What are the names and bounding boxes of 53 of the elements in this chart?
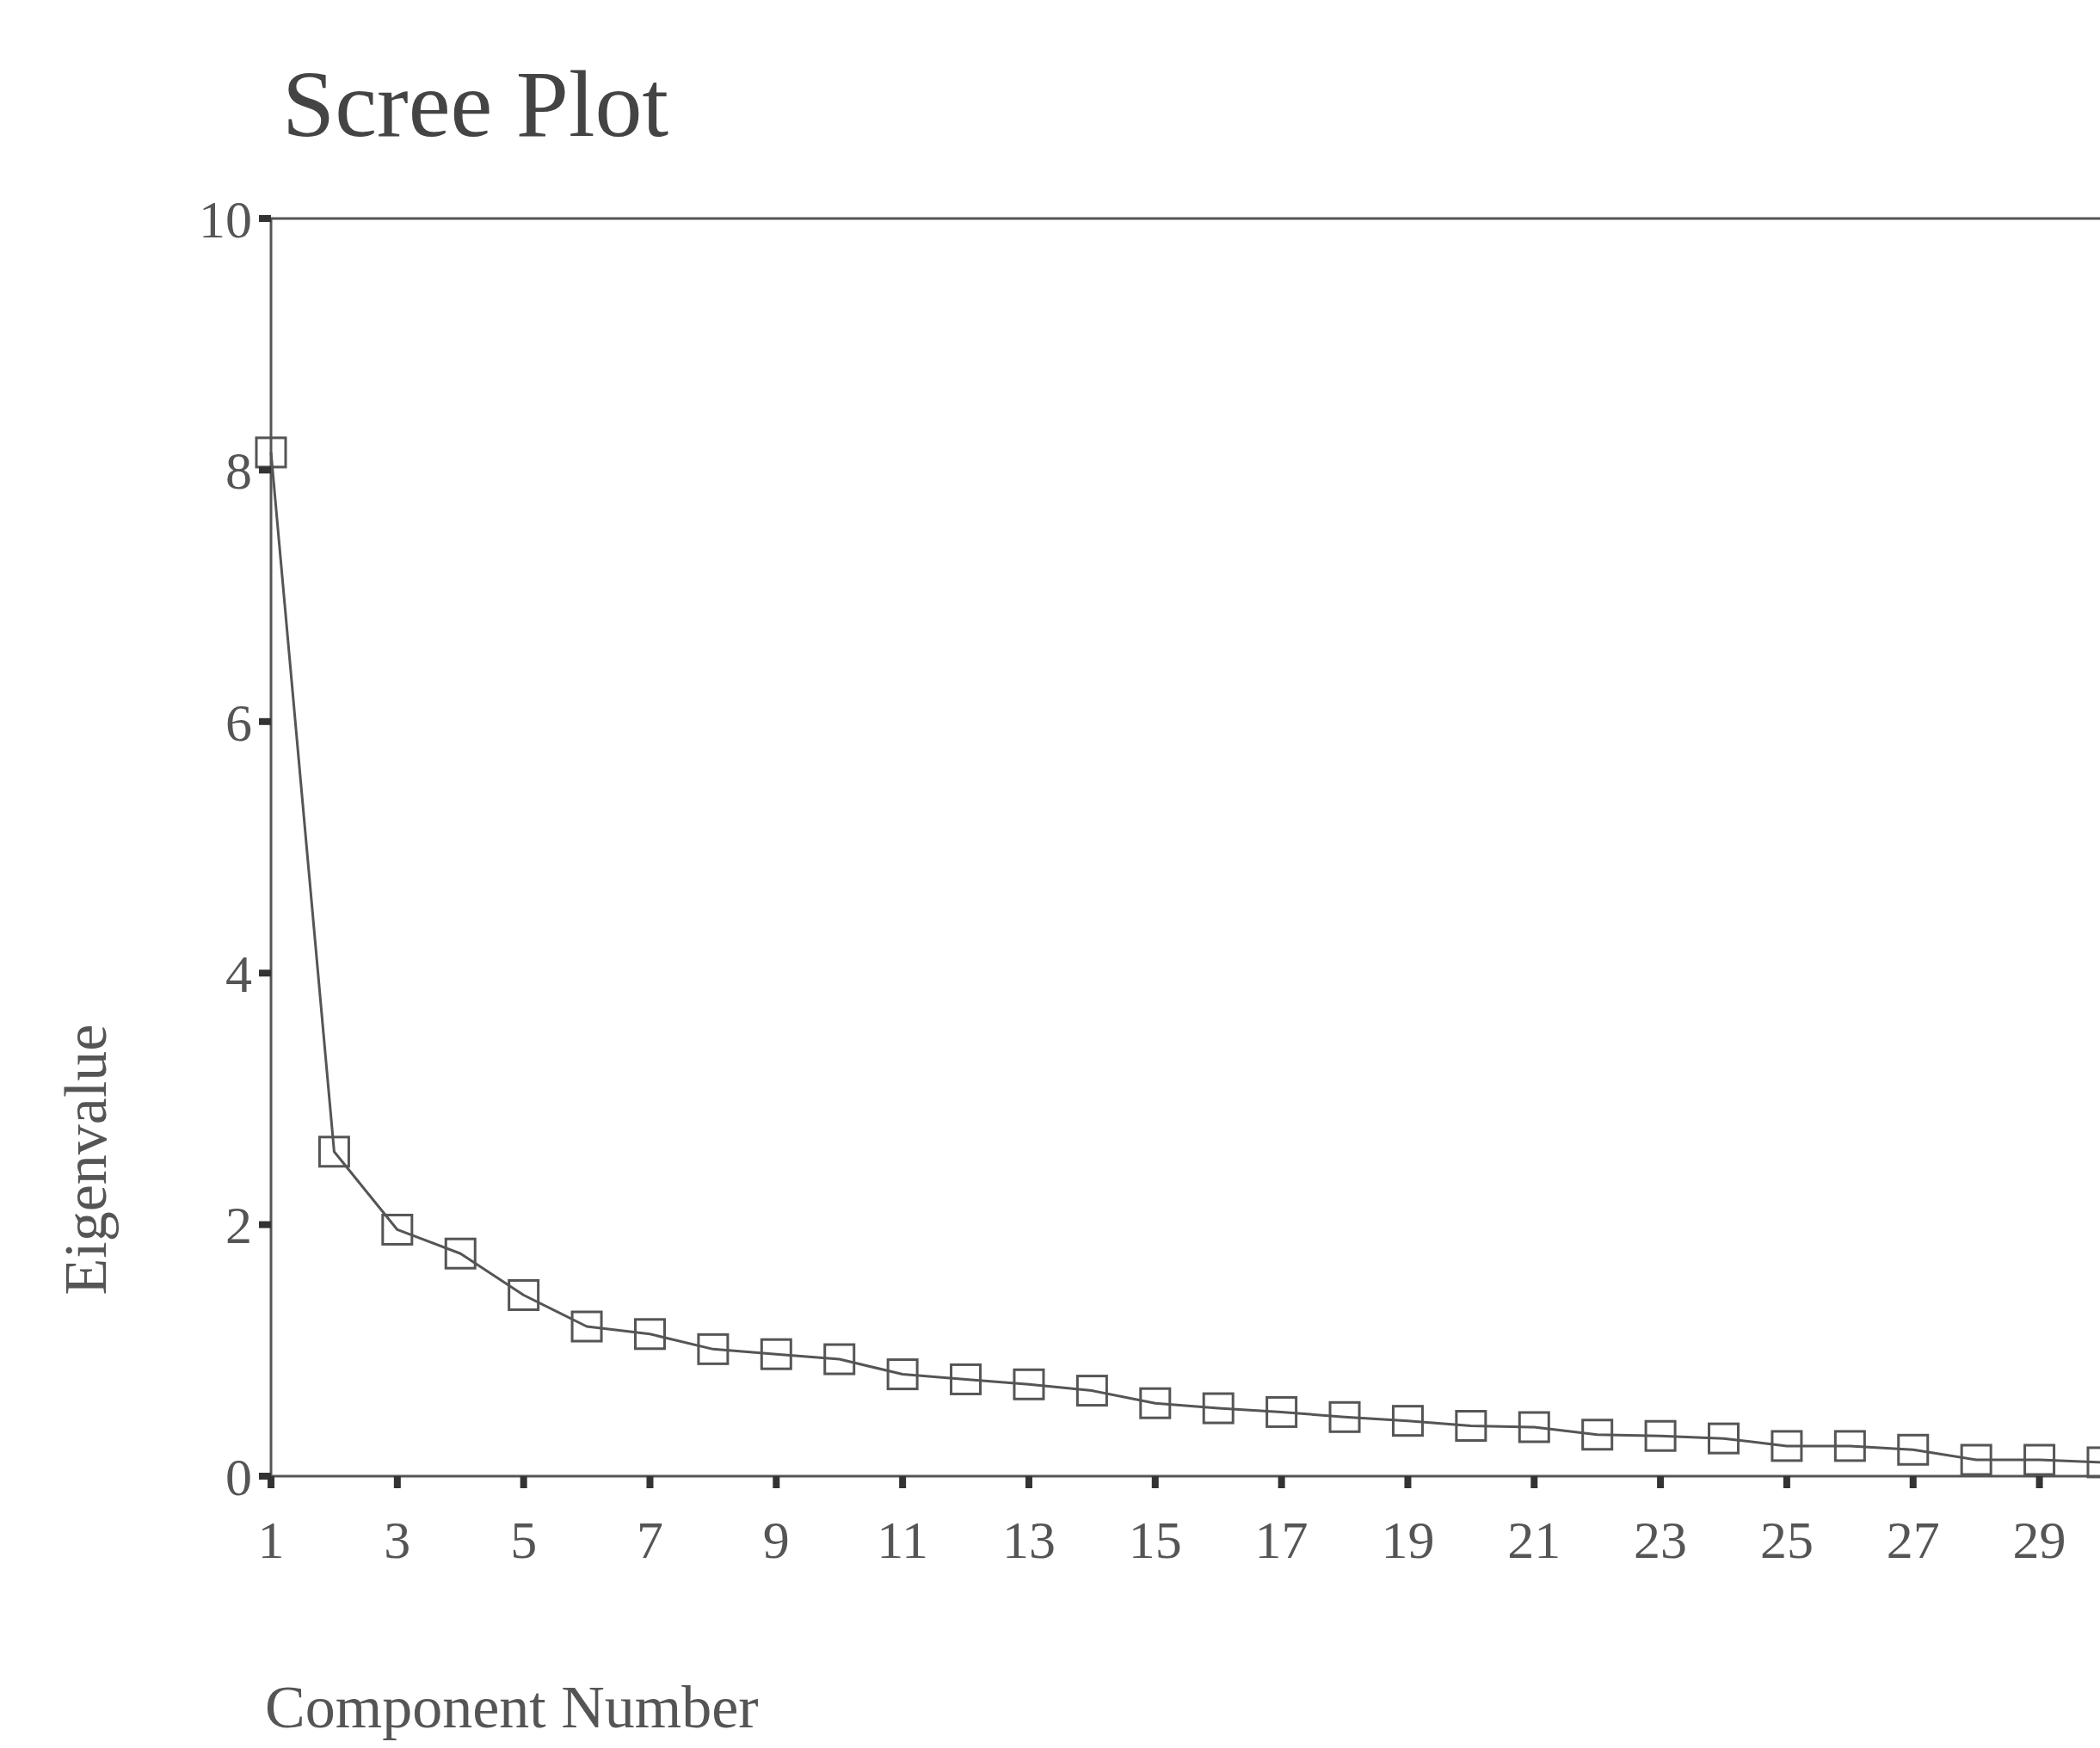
point: [444, 1237, 477, 1270]
point: [381, 1213, 414, 1246]
x-tick-label: 5: [510, 1511, 538, 1569]
point: [317, 1136, 350, 1168]
y-tick-label: 4: [225, 944, 252, 1003]
point: [2023, 1443, 2056, 1476]
x-tick-label: 7: [636, 1511, 663, 1569]
point: [1897, 1433, 1930, 1466]
point: [1266, 1395, 1298, 1428]
x-tick-label: 27: [1886, 1511, 1940, 1569]
point: [823, 1343, 856, 1376]
point: [1960, 1443, 1992, 1476]
point: [1708, 1422, 1740, 1455]
x-tick-label: 15: [1128, 1511, 1182, 1569]
x-tick-label: 9: [762, 1511, 790, 1569]
point: [1391, 1405, 1424, 1437]
x-tick-label: 21: [1507, 1511, 1561, 1569]
point: [1581, 1419, 1614, 1451]
x-tick-label: 23: [1634, 1511, 1688, 1569]
x-tick-label: 3: [384, 1511, 411, 1569]
x-tick-label: 11: [877, 1511, 928, 1569]
point: [1328, 1400, 1361, 1433]
point: [1644, 1419, 1677, 1452]
point: [1075, 1375, 1108, 1407]
point: [570, 1310, 603, 1343]
y-tick-label: 0: [225, 1447, 252, 1506]
point: [633, 1318, 666, 1351]
x-tick-label: 29: [2012, 1511, 2066, 1569]
x-tick-label: 25: [1759, 1511, 1814, 1569]
point: [760, 1338, 792, 1370]
point: [1771, 1430, 1803, 1462]
point: [508, 1278, 540, 1311]
x-tick-label: 13: [1001, 1511, 1056, 1569]
y-tick-label: 2: [225, 1196, 252, 1255]
point: [1833, 1430, 1866, 1462]
point: [255, 436, 287, 469]
point: [1455, 1410, 1487, 1443]
point: [1202, 1392, 1235, 1425]
y-tick-label: 8: [225, 441, 252, 501]
point: [697, 1333, 730, 1365]
x-tick-label: 17: [1254, 1511, 1309, 1569]
y-axis-title: Eigenvalue: [52, 1024, 119, 1296]
x-tick-label: 19: [1381, 1511, 1435, 1569]
x-tick-label: 1: [257, 1511, 285, 1569]
point: [950, 1363, 982, 1395]
x-axis-title: Component Number: [265, 1674, 759, 1740]
chart-title: Scree Plot: [282, 52, 669, 157]
y-tick-label: 6: [225, 692, 252, 752]
point: [1013, 1368, 1045, 1400]
y-tick-label: 10: [199, 189, 252, 249]
point: [1139, 1387, 1172, 1419]
point: [1518, 1411, 1550, 1443]
point: [886, 1358, 919, 1391]
